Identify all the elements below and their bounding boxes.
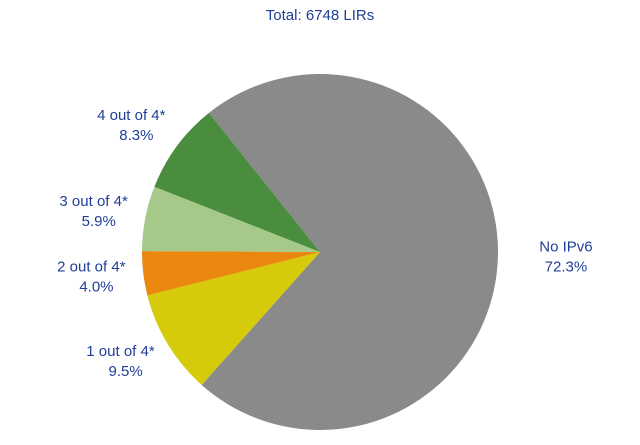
slice-label: 3 out of 4* [59, 193, 128, 210]
pie-slice [201, 73, 499, 430]
slice-value-label: 8.3% [119, 127, 153, 144]
slice-value-label: 9.5% [108, 363, 142, 380]
chart-title: Total: 6748 LIRs [266, 7, 374, 24]
slice-value-label: 72.3% [545, 259, 588, 276]
pie-slice [142, 251, 320, 296]
pie-slice [147, 252, 320, 385]
slice-value-label: 4.0% [79, 279, 113, 296]
slice-value-label: 5.9% [82, 213, 116, 230]
pie-slice [154, 112, 320, 252]
slice-label: 1 out of 4* [86, 343, 155, 360]
slice-label: 4 out of 4* [97, 107, 166, 124]
slice-label: 2 out of 4* [57, 259, 126, 276]
pie-slice [142, 186, 320, 252]
slice-label: No IPv6 [539, 239, 592, 256]
